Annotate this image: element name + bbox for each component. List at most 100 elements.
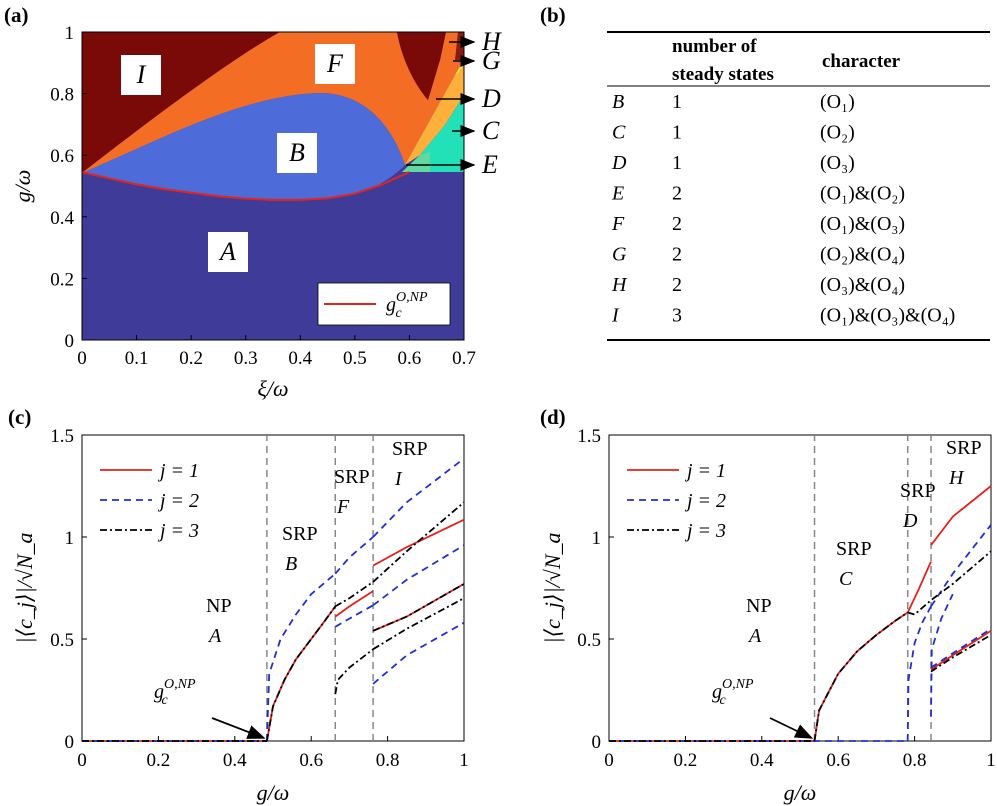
annotation-arrow (211, 717, 266, 739)
legend-c: j = 1 j = 2 j = 3 (100, 460, 199, 542)
table-cell-label: I (611, 305, 620, 327)
x-tick-label-d: 0 (604, 750, 614, 771)
series-line (334, 590, 374, 618)
series-line (906, 561, 932, 613)
series-line (372, 544, 465, 607)
arrow-label-C: C (482, 116, 500, 145)
x-tick-label-d: 0.2 (674, 750, 698, 771)
legend-label: j = 3 (157, 520, 199, 542)
table-cell-label: B (612, 91, 624, 113)
label-box-A (208, 232, 248, 272)
order-parameter-plot-d: 0 0.2 0.4 0.6 0.8 1 0 0.5 1 1.5 NP A SRP C SRP D SRP H j… (540, 426, 996, 805)
x-tick-label-d: 0.8 (903, 750, 927, 771)
legend-label: j = 2 (684, 490, 726, 512)
x-tick-label-a: 0.1 (125, 348, 149, 369)
y-axis-label-a: g/ω (10, 170, 35, 203)
table-cell-label: G (612, 244, 627, 266)
region-D (405, 62, 464, 165)
region-C (402, 95, 464, 172)
panel-label-a: (a) (4, 3, 29, 27)
region-E (402, 152, 430, 172)
table-cell-count: 3 (672, 305, 682, 327)
series-d (609, 485, 992, 742)
legend-label: j = 1 (684, 460, 726, 482)
series-line (334, 581, 374, 608)
y-tick-label-c: 1 (65, 528, 75, 549)
legend-label: j = 3 (684, 520, 726, 542)
table-cell-label: C (612, 122, 626, 144)
series-line (266, 605, 337, 742)
annotation-arrow (769, 717, 814, 739)
table-cell-count: 2 (672, 183, 682, 205)
region-B (82, 92, 405, 200)
table-cell-label: E (611, 183, 624, 205)
table-cell-character: (O₁)&(O₃)&(O₄) (820, 305, 955, 327)
panel-label-c: (c) (8, 405, 31, 429)
phase-label-letter: D (902, 510, 918, 532)
x-tick-label-c: 0.2 (147, 750, 171, 771)
table-row: H 2 (O₃)&(O₄) (611, 274, 905, 296)
table-cell-character: (O₁) (820, 91, 855, 113)
phase-label: SRP (334, 466, 370, 488)
table-row: D 1 (O₃) (611, 152, 855, 174)
series-line (372, 597, 465, 650)
region-label-A: A (218, 237, 236, 266)
y-tick-label-a: 0.8 (50, 85, 74, 106)
ticks-c: 0 0.2 0.4 0.6 0.8 1 0 0.5 1 1.5 (50, 426, 469, 771)
series-line (372, 583, 465, 632)
phase-labels-d: NP A SRP C SRP D SRP H (746, 437, 982, 647)
series-line (906, 605, 932, 742)
phase-label: SRP (836, 538, 872, 560)
x-tick-label-a: 0.6 (398, 348, 422, 369)
arrow-label-H: H (481, 27, 502, 56)
phase-label-letter: F (336, 496, 350, 518)
x-axis-label-d: g/ω (784, 780, 817, 805)
table-header-character: character (822, 51, 901, 72)
legend-label: j = 2 (157, 490, 199, 512)
critical-coupling-curve (81, 171, 410, 201)
x-tick-label-c: 1 (459, 750, 469, 771)
table-cell-count: 1 (672, 122, 682, 144)
axes-frame-c (81, 434, 465, 742)
legend-label: j = 1 (157, 460, 199, 482)
series-line (266, 605, 337, 742)
series-line (930, 524, 992, 607)
x-tick-label-a: 0 (77, 348, 87, 369)
label-box-B (277, 133, 317, 173)
phase-label: SRP (392, 438, 428, 460)
y-tick-label-d: 0 (592, 732, 602, 753)
region-label-F: F (326, 49, 344, 78)
table-cell-character: (O₂) (820, 122, 855, 144)
series-2 (609, 524, 992, 742)
table-cell-count: 1 (672, 152, 682, 174)
region-arrows: H G D C E (406, 27, 502, 179)
table-cell-character: (O₃)&(O₄) (820, 274, 905, 296)
label-box-I (121, 55, 161, 95)
phase-label: NP (746, 595, 772, 617)
series-c (82, 457, 465, 742)
x-tick-label-c: 0.8 (376, 750, 400, 771)
x-tick-label-a: 0.4 (288, 348, 312, 369)
y-tick-label-c: 1.5 (50, 426, 74, 447)
arrow-label-G: G (482, 46, 501, 75)
series-line (813, 611, 909, 742)
region-F (82, 32, 464, 173)
phase-label: SRP (900, 480, 936, 502)
series-3 (609, 550, 992, 742)
panel-label-d: (d) (540, 405, 566, 429)
y-tick-label-c: 0.5 (50, 630, 74, 651)
table-row: E 2 (O₁)&(O₂) (611, 183, 905, 205)
legend-label-critical: gO,NP c (386, 290, 428, 321)
ticks-d: 0 0.2 0.4 0.6 0.8 1 0 0.5 1 1.5 (577, 426, 996, 771)
arrow-label-E: E (481, 150, 498, 179)
x-tick-label-a: 0.7 (452, 348, 476, 369)
x-axis-label-a: ξ/ω (257, 376, 288, 401)
label-box-F (315, 44, 355, 84)
y-tick-label-a: 0.6 (50, 146, 74, 167)
critical-annotation-d: gO,NP c (712, 677, 814, 739)
x-axis-label-c: g/ω (257, 780, 290, 805)
series-line (372, 501, 465, 583)
series-1 (609, 485, 992, 742)
region-label-B: B (289, 138, 305, 167)
